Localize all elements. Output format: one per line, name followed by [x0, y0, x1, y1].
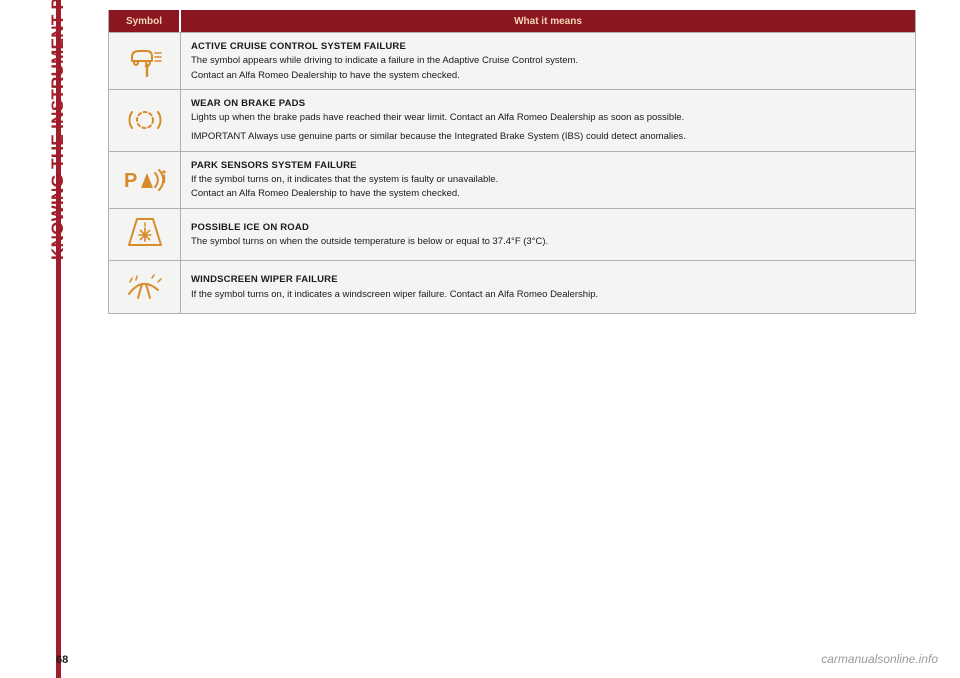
page-number: 68 — [56, 654, 68, 666]
table-header-row: Symbol What it means — [109, 10, 915, 32]
brake-pads-icon — [125, 103, 165, 137]
manual-page: KNOWING THE INSTRUMENT PANEL Symbol What… — [0, 0, 960, 678]
header-meaning: What it means — [181, 10, 915, 32]
symbols-table: Symbol What it means — [108, 10, 916, 314]
source-site: carmanualsonline.info — [821, 652, 938, 666]
symbol-cell — [109, 209, 181, 261]
symbol-cell — [109, 261, 181, 313]
cruise-failure-icon — [125, 45, 165, 77]
meaning-cell: PARK SENSORS SYSTEM FAILURE If the symbo… — [181, 152, 915, 208]
symbol-cell — [109, 90, 181, 151]
ice-road-icon — [125, 217, 165, 251]
row-title: WEAR ON BRAKE PADS — [191, 97, 905, 110]
row-body2: Contact an Alfa Romeo Dealership to have… — [191, 69, 905, 82]
symbol-cell: P — [109, 152, 181, 208]
row-body: The symbol appears while driving to indi… — [191, 54, 905, 67]
table-row: WEAR ON BRAKE PADS Lights up when the br… — [109, 89, 915, 151]
row-title: WINDSCREEN WIPER FAILURE — [191, 273, 905, 286]
row-important: IMPORTANT Always use genuine parts or si… — [191, 130, 905, 143]
table-row: POSSIBLE ICE ON ROAD The symbol turns on… — [109, 208, 915, 261]
row-body: If the symbol turns on, it indicates tha… — [191, 173, 905, 186]
symbol-cell — [109, 33, 181, 89]
meaning-cell: ACTIVE CRUISE CONTROL SYSTEM FAILURE The… — [181, 33, 915, 89]
meaning-cell: POSSIBLE ICE ON ROAD The symbol turns on… — [181, 209, 915, 261]
row-title: ACTIVE CRUISE CONTROL SYSTEM FAILURE — [191, 40, 905, 53]
park-sensors-icon: P — [122, 165, 168, 195]
row-body: Lights up when the brake pads have reach… — [191, 111, 905, 124]
meaning-cell: WEAR ON BRAKE PADS Lights up when the br… — [181, 90, 915, 151]
section-title-vertical: KNOWING THE INSTRUMENT PANEL — [48, 0, 68, 260]
row-body: If the symbol turns on, it indicates a w… — [191, 288, 905, 301]
row-body: The symbol turns on when the outside tem… — [191, 235, 905, 248]
meaning-cell: WINDSCREEN WIPER FAILURE If the symbol t… — [181, 261, 915, 313]
row-title: PARK SENSORS SYSTEM FAILURE — [191, 159, 905, 172]
header-symbol: Symbol — [109, 10, 181, 32]
table-row: WINDSCREEN WIPER FAILURE If the symbol t… — [109, 260, 915, 313]
row-title: POSSIBLE ICE ON ROAD — [191, 221, 905, 234]
table-row: P PARK SENSORS SYSTEM FAILURE If the sym… — [109, 151, 915, 208]
wiper-failure-icon — [124, 272, 166, 302]
svg-text:P: P — [124, 170, 137, 192]
row-body2: Contact an Alfa Romeo Dealership to have… — [191, 187, 905, 200]
table-row: ACTIVE CRUISE CONTROL SYSTEM FAILURE The… — [109, 32, 915, 89]
